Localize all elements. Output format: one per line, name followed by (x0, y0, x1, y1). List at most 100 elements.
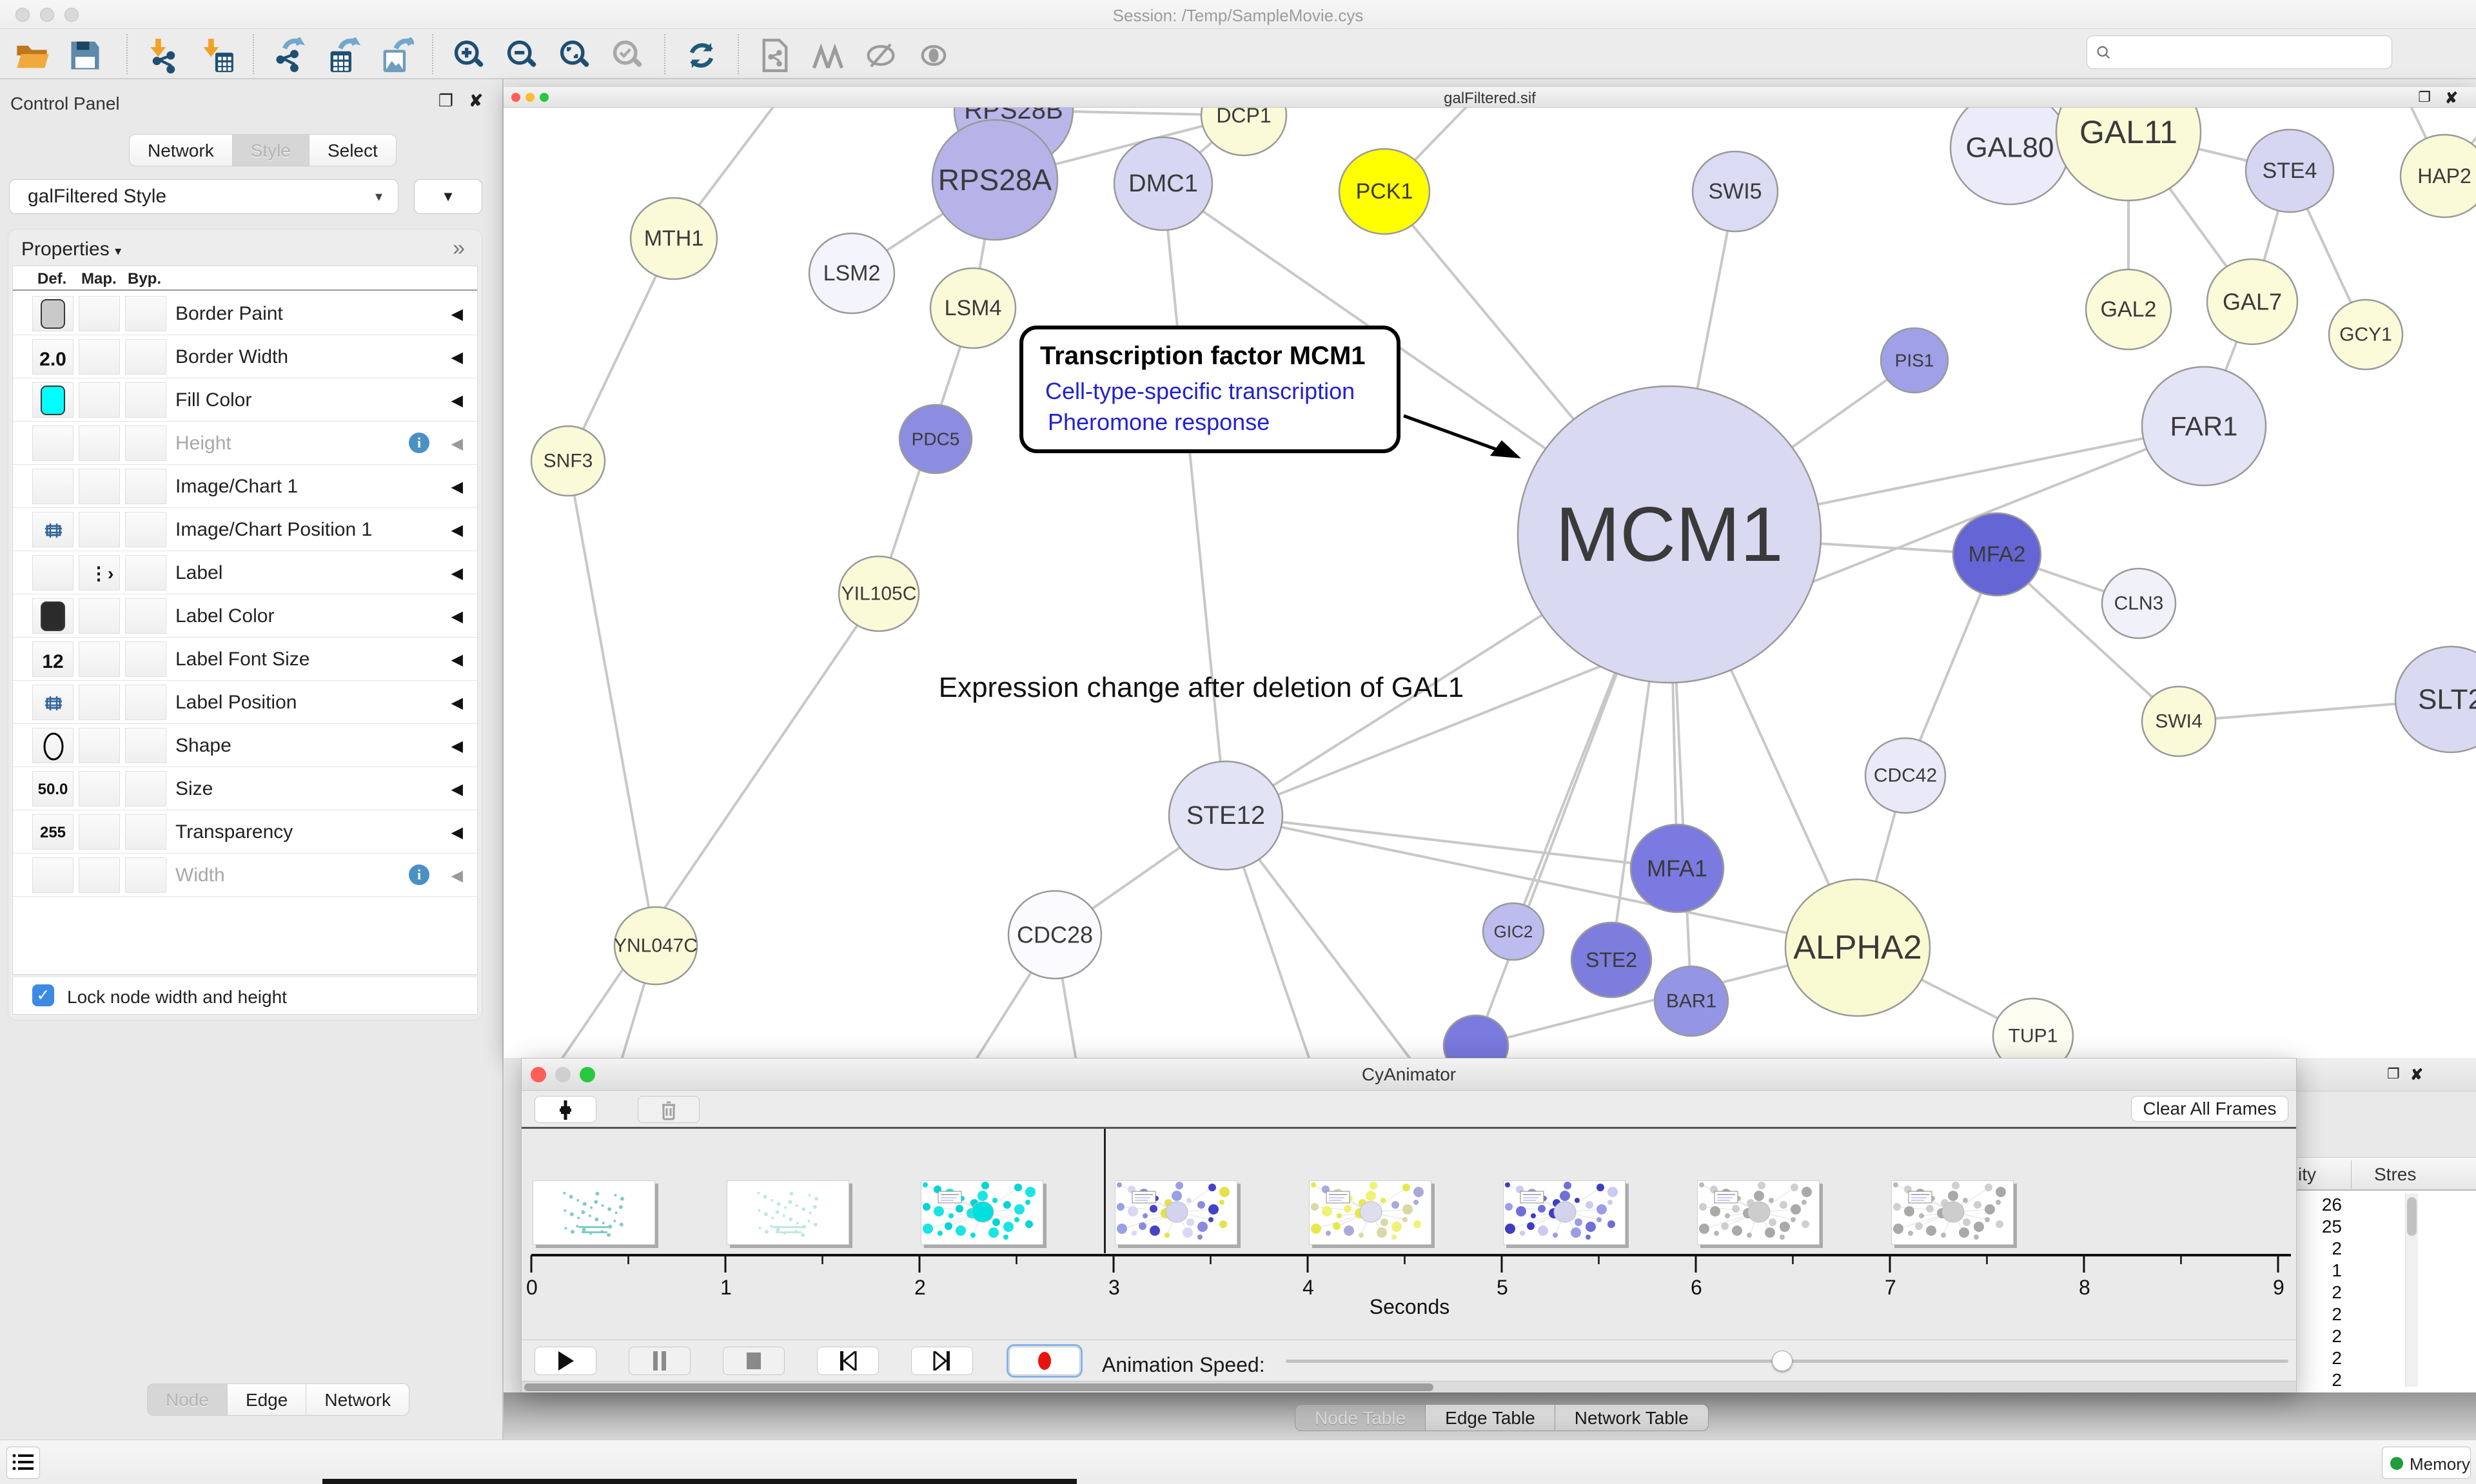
network-edge[interactable] (542, 592, 880, 1058)
playhead[interactable] (1103, 1129, 1106, 1253)
network-file-icon[interactable] (757, 37, 793, 73)
keyframe-thumbnail-4[interactable] (1309, 1180, 1431, 1245)
table-scrollbar[interactable] (2405, 1193, 2418, 1387)
clear-all-frames-button[interactable]: Clear All Frames (2131, 1096, 2288, 1122)
task-history-button[interactable] (6, 1447, 40, 1479)
property-row-label-position[interactable]: Label Position ◀ (13, 681, 477, 724)
table-column-headers[interactable]: ity Stres (2297, 1157, 2476, 1191)
animation-speed-slider[interactable] (1286, 1351, 2288, 1371)
network-node-ste4[interactable]: STE4 (2245, 128, 2335, 213)
export-image-icon[interactable] (378, 37, 414, 73)
table-cell[interactable]: 2 (2332, 1348, 2342, 1368)
keyframe-thumbnail-2[interactable] (921, 1180, 1043, 1245)
keyframe-thumbnail-1[interactable] (727, 1180, 849, 1245)
table-cell[interactable]: 2 (2332, 1370, 2342, 1390)
export-table-icon[interactable] (325, 37, 361, 73)
tab-network[interactable]: Network (306, 1383, 410, 1416)
network-node-bar1[interactable]: BAR1 (1653, 965, 1729, 1037)
table-rows[interactable]: 26 25 2 1 2 2 2 2 2 (2297, 1191, 2476, 1392)
property-row-label-color[interactable]: Label Color ◀ (13, 594, 477, 638)
minimize-window-icon[interactable] (40, 8, 54, 22)
network-node-alpha2[interactable]: ALPHA2 (1784, 878, 1931, 1017)
network-node-hap2[interactable]: HAP2 (2399, 133, 2476, 219)
float-window-icon[interactable]: ❐ (2418, 89, 2431, 105)
network-node-dcp1[interactable]: DCP1 (1200, 108, 1288, 157)
keyframe-thumbnail-0[interactable] (533, 1180, 655, 1245)
network-edge[interactable] (1224, 814, 1432, 1058)
network-edge[interactable] (1225, 814, 1858, 949)
keyframe-thumbnail-3[interactable] (1115, 1180, 1237, 1245)
keyframe-thumbnail-6[interactable] (1697, 1180, 1820, 1245)
network-node-gcy1[interactable]: GCY1 (2328, 298, 2404, 371)
annotation-mcm1[interactable]: Transcription factor MCM1 Cell-type-spec… (1019, 326, 1521, 458)
network-node-far1[interactable]: FAR1 (2141, 366, 2267, 487)
style-options-button[interactable]: ▼ (414, 179, 482, 214)
close-icon[interactable] (531, 1067, 546, 1082)
tab-node-table[interactable]: Node Table (1295, 1404, 1426, 1431)
table-cell[interactable]: 1 (2332, 1260, 2342, 1280)
table-cell[interactable]: 2 (2332, 1304, 2342, 1324)
network-edge[interactable] (1225, 814, 1678, 870)
search-input[interactable] (2118, 39, 2383, 66)
float-panel-icon[interactable]: ❐ (438, 91, 453, 110)
style-selector[interactable]: galFiltered Style ▾ (9, 179, 398, 214)
close-window-icon[interactable] (15, 8, 30, 22)
save-session-icon[interactable] (67, 37, 103, 73)
close-icon[interactable] (511, 93, 520, 102)
table-cell[interactable]: 26 (2321, 1195, 2342, 1215)
network-node-tup1[interactable]: TUP1 (1992, 997, 2074, 1058)
network-node-dmc1[interactable]: DMC1 (1113, 136, 1213, 231)
close-window-icon[interactable]: ✘ (2444, 90, 2458, 107)
float-panel-icon[interactable]: ❐ (2387, 1066, 2400, 1082)
timeline-scrollbar[interactable] (522, 1381, 2296, 1392)
network-node-gal11[interactable]: GAL11 (2055, 108, 2202, 202)
network-node-pis1[interactable]: PIS1 (1880, 327, 1949, 394)
network-node-snf3[interactable]: SNF3 (530, 425, 606, 497)
network-node-ste2[interactable]: STE2 (1570, 921, 1653, 999)
tab-style[interactable]: Style (232, 134, 310, 166)
property-row-shape[interactable]: Shape ◀ (13, 724, 477, 767)
tab-network[interactable]: Network (129, 134, 233, 166)
network-node-pck1[interactable]: PCK1 (1338, 148, 1431, 235)
go-to-start-button[interactable] (817, 1347, 879, 1375)
zoom-out-icon[interactable] (504, 37, 540, 73)
zoom-in-icon[interactable] (451, 37, 487, 73)
table-cell[interactable]: 2 (2332, 1282, 2342, 1302)
network-node-swi4[interactable]: SWI4 (2141, 685, 2217, 757)
network-node-rps28a[interactable]: RPS28A (931, 119, 1059, 241)
first-neighbors-icon[interactable] (810, 37, 846, 73)
open-session-icon[interactable] (14, 37, 50, 73)
properties-header[interactable]: Properties ▾ (21, 239, 122, 260)
search-field[interactable] (2087, 35, 2392, 69)
property-row-size[interactable]: 50.0 Size ◀ (13, 767, 477, 810)
add-frame-button[interactable] (535, 1096, 596, 1123)
network-node-ynl047c[interactable]: YNL047C (613, 906, 698, 986)
table-cell[interactable]: 2 (2332, 1326, 2342, 1346)
play-button[interactable] (535, 1347, 596, 1375)
refresh-icon[interactable] (683, 37, 720, 73)
network-node-gic2[interactable]: GIC2 (1482, 902, 1545, 961)
memory-button[interactable]: Memory (2382, 1447, 2471, 1479)
show-all-icon[interactable] (916, 37, 952, 73)
stop-button[interactable] (723, 1347, 785, 1375)
export-network-icon[interactable] (272, 37, 308, 73)
import-network-icon[interactable] (146, 37, 182, 73)
delete-frame-button[interactable] (638, 1096, 700, 1123)
tab-edge-table[interactable]: Edge Table (1426, 1404, 1555, 1431)
caption-text[interactable]: Expression change after deletion of GAL1 (939, 672, 1464, 703)
zoom-window-icon[interactable] (64, 8, 79, 22)
maximize-icon[interactable] (540, 93, 549, 102)
network-node-mfa2[interactable]: MFA2 (1952, 512, 2042, 597)
keyframe-thumbnail-7[interactable] (1891, 1180, 2014, 1245)
network-node-gal80[interactable]: GAL80 (1949, 108, 2070, 206)
property-row-border-paint[interactable]: Border Paint ◀ (13, 292, 477, 335)
tab-select[interactable]: Select (309, 134, 397, 166)
network-node-lsm4[interactable]: LSM4 (929, 267, 1017, 349)
hide-selected-icon[interactable] (863, 37, 899, 73)
tab-network-table[interactable]: Network Table (1555, 1404, 1709, 1431)
network-node-cdc42[interactable]: CDC42 (1864, 737, 1947, 814)
zoom-fit-icon[interactable] (557, 37, 593, 73)
tab-edge[interactable]: Edge (227, 1383, 307, 1416)
network-edge[interactable] (567, 460, 657, 946)
table-cell[interactable]: 2 (2332, 1238, 2342, 1258)
